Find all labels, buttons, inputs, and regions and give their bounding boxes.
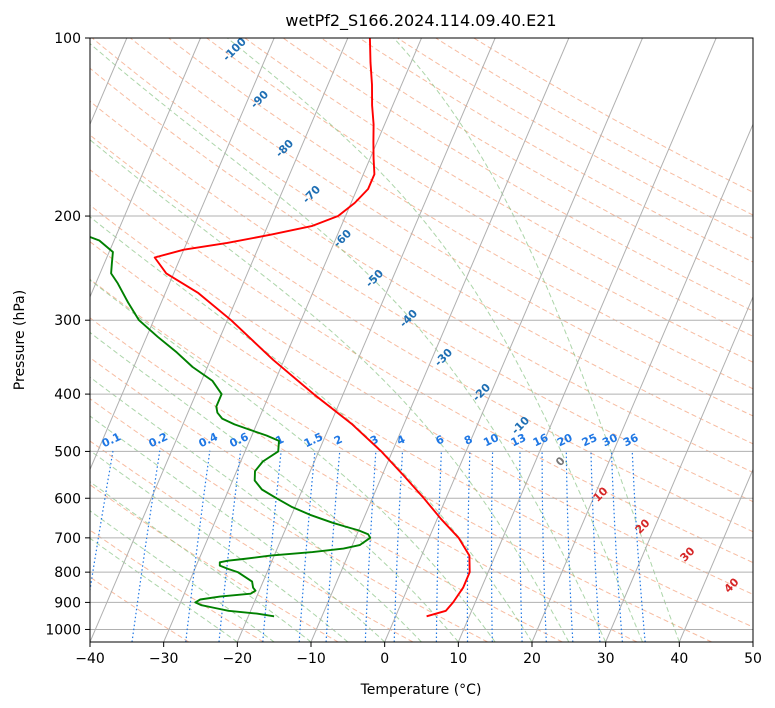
temperature-line [153,38,471,618]
y-tick-label: 200 [54,209,81,225]
x-tick-label: 30 [597,651,615,667]
x-tick-label: 40 [670,651,688,667]
plot-frame [89,37,754,643]
y-tick-label: 800 [54,565,81,581]
dry-adiabat [90,134,753,533]
moist-adiabat [90,279,496,642]
moist-adiabat [90,537,238,642]
mixing-ratio-label: 10 [481,431,501,449]
x-tick-label: 20 [523,651,541,667]
y-tick-label: 700 [54,531,81,547]
y-tick-label: 600 [54,491,81,507]
mixing-ratio-line [262,450,282,642]
isotherm [678,468,753,642]
moist-adiabat [227,38,643,642]
dry-adiabat [206,38,753,363]
axes: −40 −30 −20 −10 0 10 20 30 40 50 1000 900 800 700 600 5… [45,31,762,667]
mixing-ratio-label: 25 [580,431,599,449]
x-tick-label: 50 [744,651,762,667]
moist-adiabat [90,415,386,642]
background-lines [90,38,753,642]
dry-adiabat [90,67,753,473]
mixing-ratio-line [131,450,161,642]
isotherm [457,38,717,642]
isotherm [163,38,422,642]
dry-adiabat [473,38,753,193]
dry-adiabat [90,169,753,564]
x-tick-label: 10 [449,651,467,667]
isotherm [384,38,643,642]
y-tick-label: 300 [54,313,81,329]
dry-adiabat [90,529,264,642]
dry-adiabat [244,38,753,337]
moist-adiabat [90,139,570,642]
x-axis-label: Temperature (°C) [360,682,482,698]
y-tick-label: 100 [54,31,81,47]
y-tick-label: 400 [54,387,81,403]
dry-adiabat [320,38,753,287]
moist-adiabat [90,376,422,642]
dry-adiabat [359,38,753,263]
moist-adiabat [90,331,459,642]
isotherm [236,38,496,642]
moist-adiabat [90,449,349,642]
x-tick-label: −20 [223,651,253,667]
isotherm [90,38,201,299]
x-tick-label: 0 [380,651,389,667]
y-tick-label: 900 [54,595,81,611]
dry-adiabat [90,278,712,642]
y-axis-label: Pressure (hPa) [12,290,28,390]
mixing-ratio-line [631,450,646,642]
isotherm [605,295,753,642]
mixing-ratio-label: 13 [509,431,528,449]
isotherm [531,123,753,642]
moist-adiabat [90,216,533,642]
y-tick-label: 500 [54,444,81,460]
line-labels: 0.1 0.2 0.4 0.6 1 1.5 2 3 4 6 8 10 13 16 20 25 30 36-100-… [100,35,742,596]
x-tick-label: −10 [296,651,326,667]
chart-title: wetPf2_S166.2024.114.09.40.E21 [285,11,556,31]
isotherm [90,38,275,471]
moist-adiabat [393,38,680,642]
x-tick-label: −30 [149,651,179,667]
mixing-ratio-label: 30 [600,431,620,449]
y-tick-label: 1000 [45,622,81,638]
dry-adiabat [130,38,753,417]
mixing-ratio-label: 36 [621,431,641,449]
mixing-ratio-line [90,450,114,594]
mixing-ratio-line [185,450,211,642]
dry-adiabat [90,241,753,628]
dry-adiabat [90,440,414,642]
mixing-ratio-label: 16 [531,431,551,449]
dewpoint-line [90,235,372,618]
mixing-ratio-label: 20 [555,431,575,449]
sounding-lines [90,38,471,618]
x-tick-label: −40 [75,651,105,667]
isotherm [90,38,349,642]
isotherm [310,38,570,642]
dry-adiabat [90,204,753,595]
